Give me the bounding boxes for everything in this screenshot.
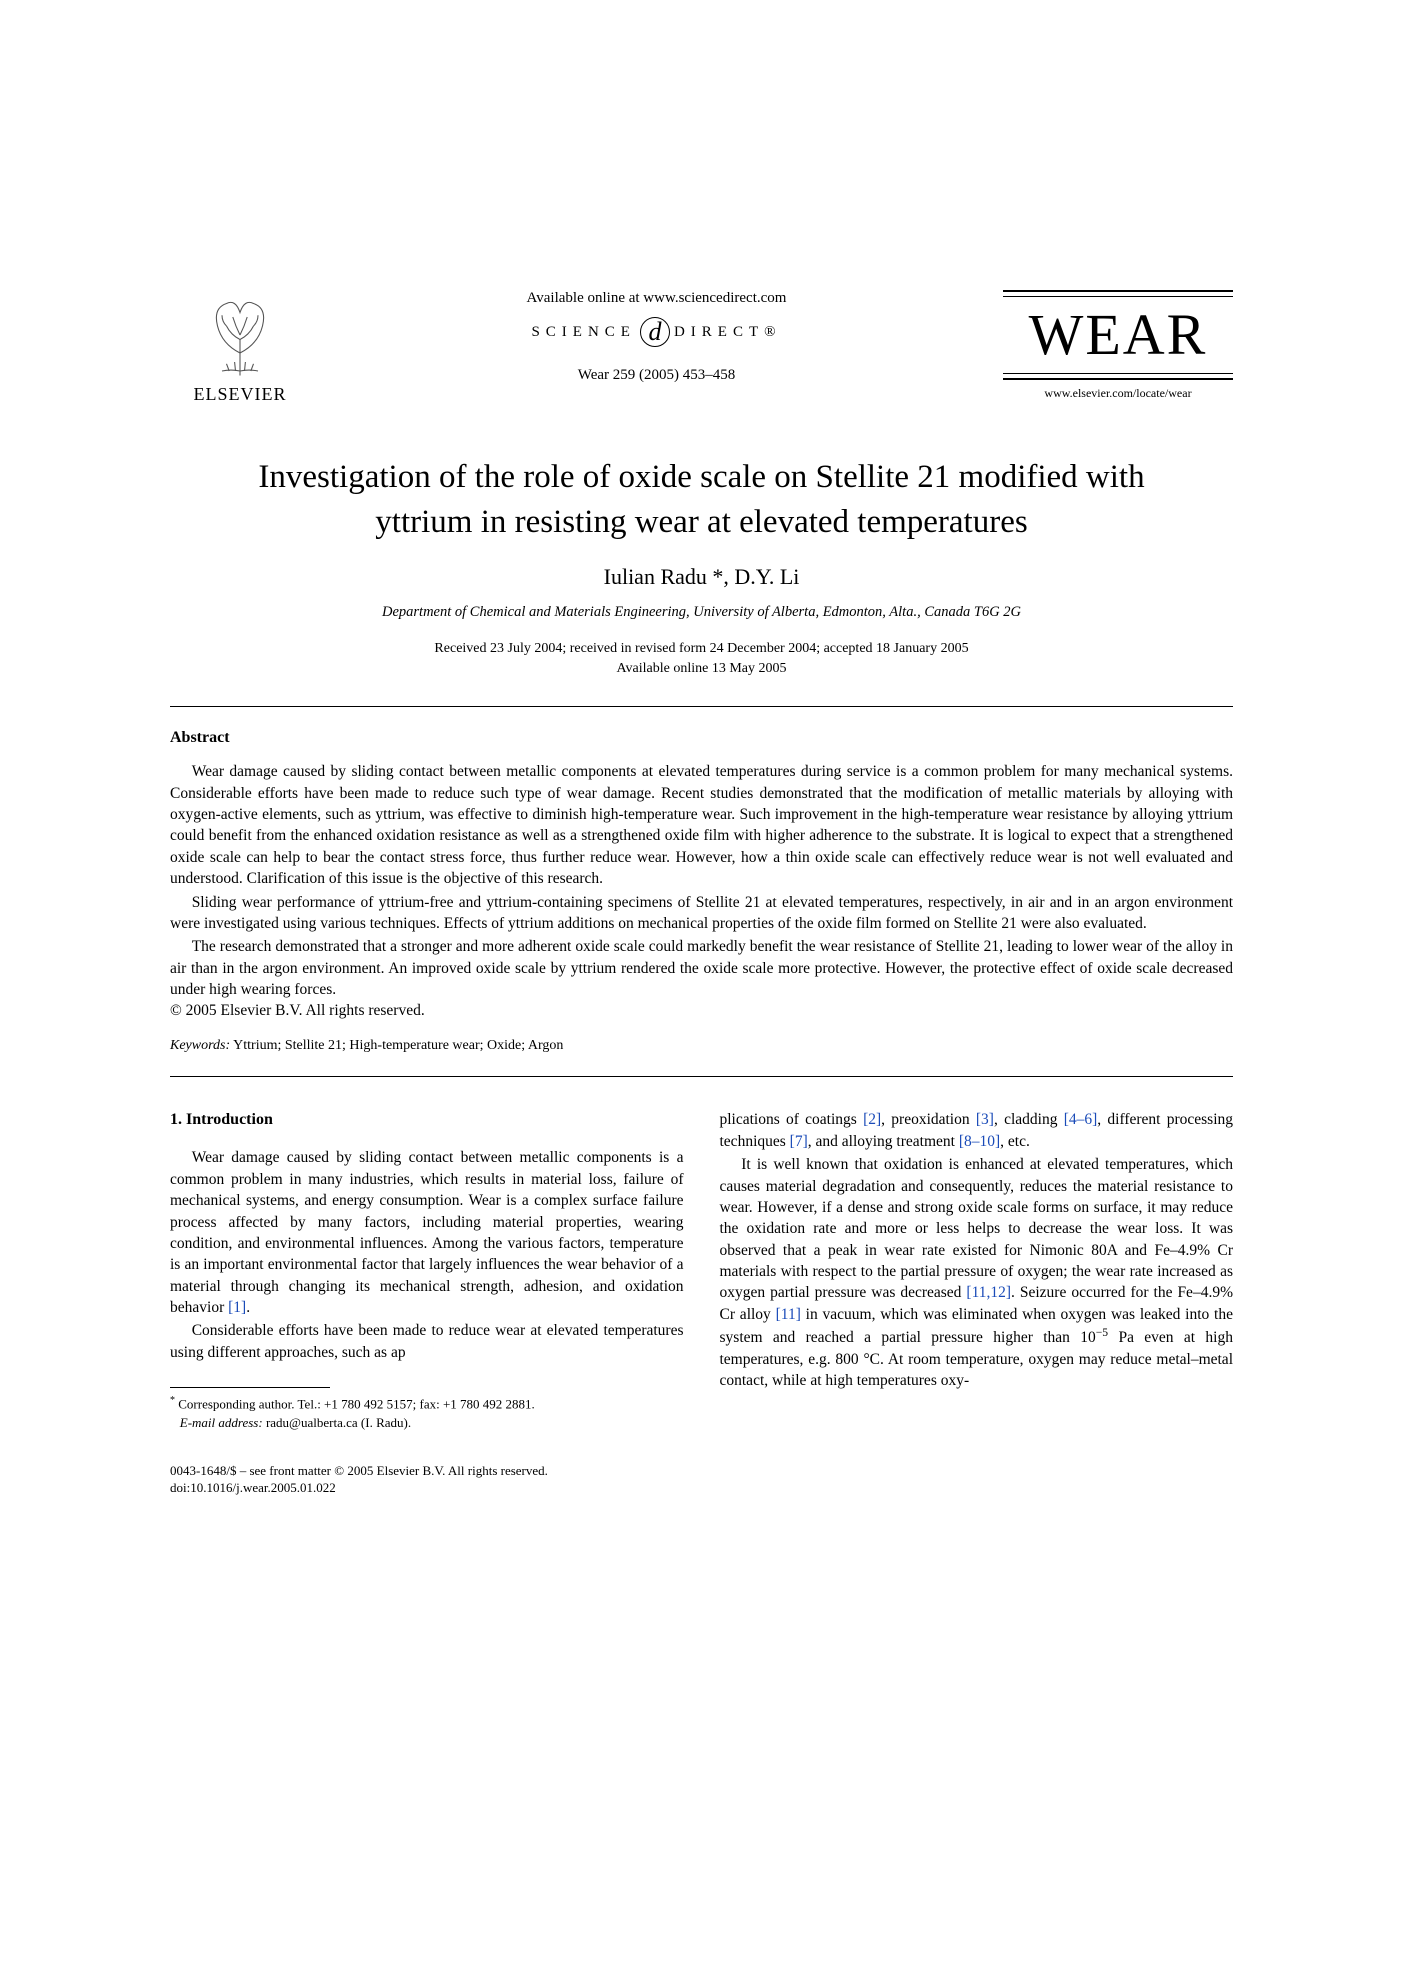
ref-1[interactable]: [1]: [228, 1299, 246, 1316]
sd-left: SCIENCE: [531, 324, 636, 341]
exponent: −5: [1096, 1326, 1108, 1339]
p1-text-b: .: [246, 1299, 250, 1316]
article-title: Investigation of the role of oxide scale…: [210, 455, 1193, 544]
sd-d-icon: d: [640, 317, 670, 347]
rule-after-keywords: [170, 1076, 1233, 1077]
ref-3[interactable]: [3]: [976, 1111, 994, 1128]
affiliation: Department of Chemical and Materials Eng…: [170, 604, 1233, 621]
p2-text-d: , cladding: [994, 1111, 1064, 1128]
body-columns: 1. Introduction Wear damage caused by sl…: [170, 1109, 1233, 1497]
footer-line1: 0043-1648/$ – see front matter © 2005 El…: [170, 1462, 684, 1480]
footnote-email-label: E-mail address:: [180, 1415, 263, 1430]
p2-text-f: , and alloying treatment: [808, 1133, 959, 1150]
keywords-text: Yttrium; Stellite 21; High-temperature w…: [233, 1038, 563, 1053]
abstract-section: Abstract Wear damage caused by sliding c…: [170, 729, 1233, 1020]
ref-7[interactable]: [7]: [790, 1133, 808, 1150]
ref-4-6[interactable]: [4–6]: [1064, 1111, 1098, 1128]
journal-block: WEAR www.elsevier.com/locate/wear: [1003, 290, 1233, 401]
dates-line2: Available online 13 May 2005: [616, 661, 786, 676]
header: ELSEVIER Available online at www.science…: [170, 290, 1233, 405]
body-p2-left: Considerable efforts have been made to r…: [170, 1320, 684, 1363]
body-p1: Wear damage caused by sliding contact be…: [170, 1147, 684, 1318]
ref-2[interactable]: [2]: [863, 1111, 881, 1128]
authors: Iulian Radu *, D.Y. Li: [170, 564, 1233, 590]
p2-text-b: plications of coatings: [720, 1111, 864, 1128]
footnote-email: radu@ualberta.ca (I. Radu).: [266, 1415, 411, 1430]
abstract-p3: The research demonstrated that a stronge…: [170, 936, 1233, 1000]
abstract-heading: Abstract: [170, 729, 1233, 747]
publisher-label: ELSEVIER: [194, 384, 287, 405]
footnote-star-icon: *: [170, 1395, 175, 1406]
elsevier-tree-icon: [195, 290, 285, 380]
journal-rule-top: [1003, 290, 1233, 297]
p3-text-a: It is well known that oxidation is enhan…: [720, 1156, 1234, 1301]
footer: 0043-1648/$ – see front matter © 2005 El…: [170, 1462, 684, 1497]
corresponding-author-footnote: * Corresponding author. Tel.: +1 780 492…: [170, 1394, 684, 1432]
ref-11[interactable]: [11]: [776, 1306, 801, 1323]
footnote-separator: [170, 1387, 330, 1388]
publisher-block: ELSEVIER: [170, 290, 310, 405]
dates-line1: Received 23 July 2004; received in revis…: [434, 641, 968, 656]
available-online-text: Available online at www.sciencedirect.co…: [310, 290, 1003, 307]
article-dates: Received 23 July 2004; received in revis…: [170, 639, 1233, 678]
journal-page: ELSEVIER Available online at www.science…: [0, 0, 1403, 1577]
header-center: Available online at www.sciencedirect.co…: [310, 290, 1003, 384]
journal-rule-bottom: [1003, 373, 1233, 380]
abstract-p2: Sliding wear performance of yttrium-free…: [170, 892, 1233, 935]
ref-8-10[interactable]: [8–10]: [959, 1133, 1000, 1150]
sciencedirect-logo: SCIENCE d DIRECT®: [310, 317, 1003, 347]
journal-url[interactable]: www.elsevier.com/locate/wear: [1003, 386, 1233, 401]
body-p3: It is well known that oxidation is enhan…: [720, 1154, 1234, 1391]
p2-text-a: Considerable efforts have been made to r…: [170, 1322, 684, 1360]
body-p2-right: plications of coatings [2], preoxidation…: [720, 1109, 1234, 1152]
footer-line2: doi:10.1016/j.wear.2005.01.022: [170, 1479, 684, 1497]
sd-right: DIRECT®: [674, 324, 782, 341]
journal-name: WEAR: [1003, 299, 1233, 371]
rule-before-abstract: [170, 706, 1233, 707]
abstract-p1: Wear damage caused by sliding contact be…: [170, 761, 1233, 889]
p2-text-c: , preoxidation: [881, 1111, 976, 1128]
p1-text-a: Wear damage caused by sliding contact be…: [170, 1149, 684, 1316]
keywords-label: Keywords:: [170, 1038, 230, 1053]
ref-11-12[interactable]: [11,12]: [966, 1284, 1011, 1301]
citation: Wear 259 (2005) 453–458: [310, 367, 1003, 384]
footnote-corr: Corresponding author. Tel.: +1 780 492 5…: [178, 1397, 535, 1412]
section-1-heading: 1. Introduction: [170, 1109, 684, 1131]
keywords: Keywords: Yttrium; Stellite 21; High-tem…: [170, 1038, 1233, 1054]
copyright: © 2005 Elsevier B.V. All rights reserved…: [170, 1002, 1233, 1020]
p2-text-g: , etc.: [1000, 1133, 1030, 1150]
